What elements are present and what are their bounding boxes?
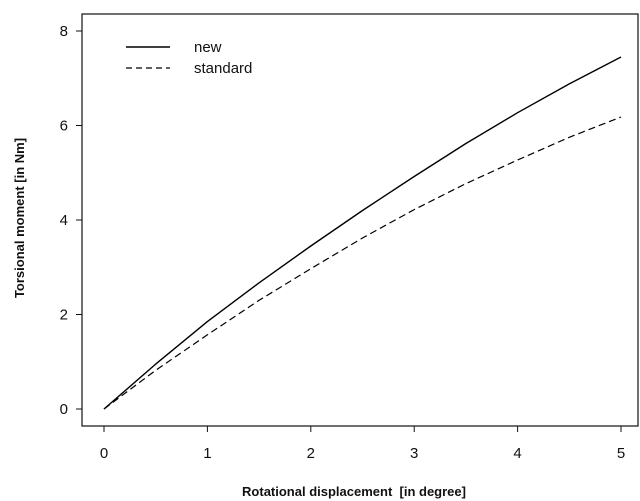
series-layer — [103, 56, 622, 410]
y-tick-label: 8 — [60, 23, 68, 40]
x-tick-label: 3 — [410, 445, 418, 462]
x-tick-label: 4 — [513, 445, 521, 462]
y-axis-label: Torsional moment [in Nm] — [12, 138, 27, 298]
plot-frame — [81, 13, 639, 427]
x-axis-label: Rotational displacement [in degree] — [242, 484, 466, 499]
series-line-new — [103, 56, 622, 410]
x-tick-label: 1 — [203, 445, 211, 462]
legend: new standard — [126, 39, 252, 77]
x-tick-label: 5 — [617, 445, 625, 462]
y-axis-ticks: 0 2 4 6 8 — [60, 23, 82, 418]
y-tick-label: 6 — [60, 118, 68, 135]
x-tick-label: 2 — [307, 445, 315, 462]
y-tick-label: 4 — [60, 212, 68, 229]
series-line-standard — [103, 116, 622, 410]
x-tick-label: 0 — [100, 445, 108, 462]
y-tick-label: 2 — [60, 307, 68, 324]
legend-label-standard: standard — [194, 60, 252, 77]
legend-label-new: new — [194, 39, 222, 56]
y-tick-label: 0 — [60, 401, 68, 418]
x-axis-ticks: 0 1 2 3 4 5 — [100, 426, 625, 462]
